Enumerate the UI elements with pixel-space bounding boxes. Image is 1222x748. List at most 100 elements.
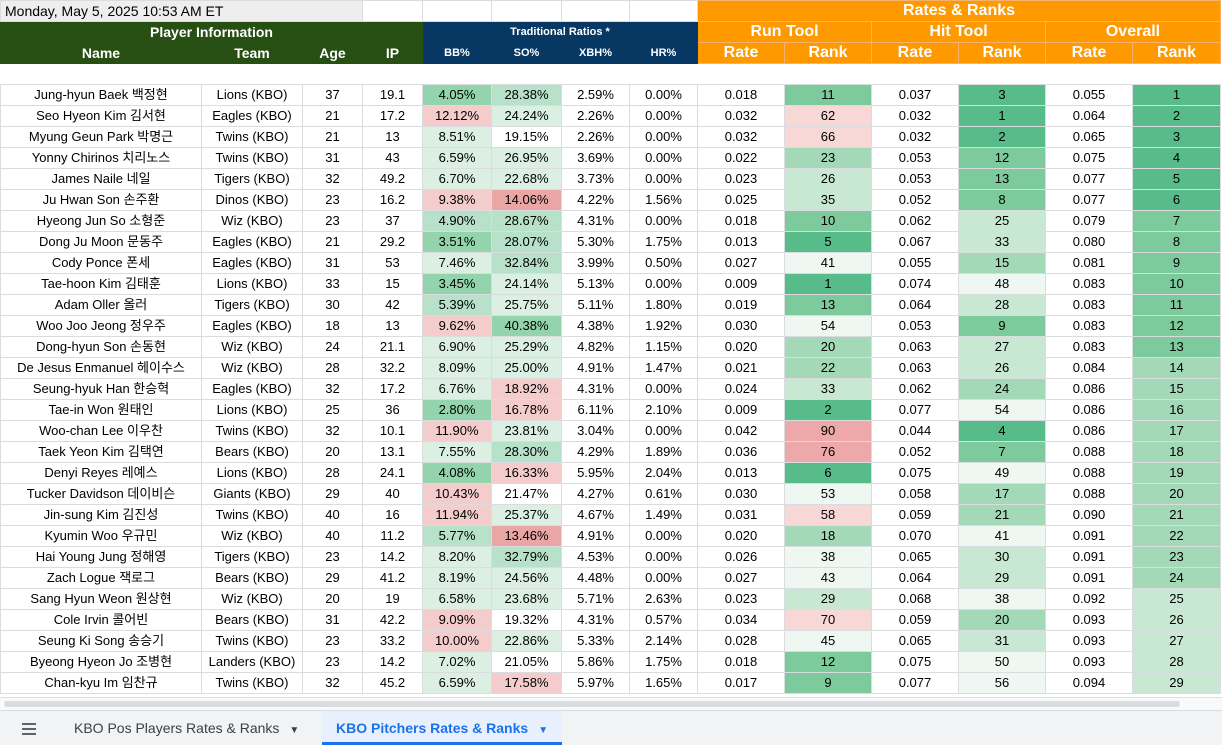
table-cell[interactable]: 0.084: [1045, 357, 1133, 379]
table-cell[interactable]: 3.04%: [561, 420, 630, 442]
empty-cell[interactable]: [422, 0, 492, 22]
table-cell[interactable]: 0.027: [697, 252, 785, 274]
table-cell[interactable]: 38: [958, 588, 1046, 610]
table-cell[interactable]: 11: [784, 84, 872, 106]
table-cell[interactable]: 0.094: [1045, 672, 1133, 694]
table-cell[interactable]: 4.31%: [561, 378, 630, 400]
table-cell[interactable]: 6.58%: [422, 588, 492, 610]
table-cell[interactable]: 1.75%: [629, 651, 698, 673]
table-cell[interactable]: 33: [958, 231, 1046, 253]
table-cell[interactable]: Hai Young Jung 정해영: [0, 546, 202, 568]
table-cell[interactable]: 53: [784, 483, 872, 505]
column-header[interactable]: XBH%: [561, 42, 630, 64]
table-cell[interactable]: 14.2: [362, 546, 423, 568]
table-cell[interactable]: Denyi Reyes 레예스: [0, 462, 202, 484]
table-cell[interactable]: 0.042: [697, 420, 785, 442]
table-cell[interactable]: Wiz (KBO): [201, 525, 303, 547]
table-cell[interactable]: 25: [302, 399, 363, 421]
table-cell[interactable]: 0.57%: [629, 609, 698, 631]
column-header[interactable]: Name: [0, 42, 202, 64]
table-cell[interactable]: 0.064: [1045, 105, 1133, 127]
table-cell[interactable]: 0.021: [697, 357, 785, 379]
table-cell[interactable]: 0.61%: [629, 483, 698, 505]
table-cell[interactable]: 28.30%: [491, 441, 562, 463]
table-cell[interactable]: De Jesus Enmanuel 헤이수스: [0, 357, 202, 379]
table-cell[interactable]: 19.1: [362, 84, 423, 106]
column-header[interactable]: SO%: [491, 42, 562, 64]
column-header[interactable]: Rank: [1132, 42, 1221, 64]
hamburger-menu-icon[interactable]: [14, 719, 44, 739]
table-cell[interactable]: 0.024: [697, 378, 785, 400]
table-cell[interactable]: 7: [958, 441, 1046, 463]
table-cell[interactable]: 9.62%: [422, 315, 492, 337]
table-cell[interactable]: Tucker Davidson 데이비슨: [0, 483, 202, 505]
table-cell[interactable]: 0.022: [697, 147, 785, 169]
table-cell[interactable]: 32.79%: [491, 546, 562, 568]
table-cell[interactable]: 30: [302, 294, 363, 316]
table-cell[interactable]: 0.053: [871, 168, 959, 190]
table-cell[interactable]: 0.023: [697, 168, 785, 190]
table-cell[interactable]: 0.055: [871, 252, 959, 274]
table-cell[interactable]: 6.59%: [422, 672, 492, 694]
table-cell[interactable]: 25.37%: [491, 504, 562, 526]
table-cell[interactable]: 12.12%: [422, 105, 492, 127]
table-cell[interactable]: 0.009: [697, 273, 785, 295]
table-cell[interactable]: 16.78%: [491, 399, 562, 421]
table-cell[interactable]: Tigers (KBO): [201, 168, 303, 190]
table-cell[interactable]: 0.019: [697, 294, 785, 316]
table-cell[interactable]: 8: [958, 189, 1046, 211]
table-cell[interactable]: 1.15%: [629, 336, 698, 358]
table-cell[interactable]: 5.11%: [561, 294, 630, 316]
table-cell[interactable]: 0.020: [697, 336, 785, 358]
table-cell[interactable]: 24: [958, 378, 1046, 400]
table-cell[interactable]: 6: [1132, 189, 1221, 211]
table-cell[interactable]: 0.093: [1045, 609, 1133, 631]
table-cell[interactable]: Twins (KBO): [201, 630, 303, 652]
table-cell[interactable]: Tigers (KBO): [201, 546, 303, 568]
table-cell[interactable]: 0.083: [1045, 294, 1133, 316]
table-cell[interactable]: 17.2: [362, 378, 423, 400]
table-cell[interactable]: 41: [784, 252, 872, 274]
table-cell[interactable]: 0.081: [1045, 252, 1133, 274]
hit-tool-header[interactable]: Hit Tool: [871, 21, 1046, 43]
table-cell[interactable]: 32.84%: [491, 252, 562, 274]
table-cell[interactable]: 0.018: [697, 651, 785, 673]
table-cell[interactable]: 9.09%: [422, 609, 492, 631]
table-cell[interactable]: 41.2: [362, 567, 423, 589]
table-cell[interactable]: 5.30%: [561, 231, 630, 253]
table-cell[interactable]: 20: [784, 336, 872, 358]
table-cell[interactable]: 8: [1132, 231, 1221, 253]
table-cell[interactable]: 2.59%: [561, 84, 630, 106]
table-cell[interactable]: 3.51%: [422, 231, 492, 253]
table-cell[interactable]: 0.058: [871, 483, 959, 505]
table-cell[interactable]: 3.73%: [561, 168, 630, 190]
table-cell[interactable]: 53: [362, 252, 423, 274]
table-cell[interactable]: 3: [958, 84, 1046, 106]
table-cell[interactable]: 27: [1132, 630, 1221, 652]
table-cell[interactable]: 0.093: [1045, 630, 1133, 652]
table-cell[interactable]: 24.1: [362, 462, 423, 484]
empty-cell[interactable]: [491, 0, 562, 22]
table-cell[interactable]: 20: [1132, 483, 1221, 505]
table-cell[interactable]: 14: [1132, 357, 1221, 379]
table-cell[interactable]: 1: [1132, 84, 1221, 106]
table-cell[interactable]: 0.031: [697, 504, 785, 526]
table-cell[interactable]: 5.97%: [561, 672, 630, 694]
table-cell[interactable]: 35: [784, 189, 872, 211]
table-cell[interactable]: 21: [1132, 504, 1221, 526]
table-cell[interactable]: Taek Yeon Kim 김택연: [0, 441, 202, 463]
table-cell[interactable]: 0.034: [697, 609, 785, 631]
table-cell[interactable]: 2.26%: [561, 105, 630, 127]
table-cell[interactable]: Tae-hoon Kim 김태훈: [0, 273, 202, 295]
table-cell[interactable]: 1.47%: [629, 357, 698, 379]
table-cell[interactable]: Dinos (KBO): [201, 189, 303, 211]
table-cell[interactable]: 0.063: [871, 357, 959, 379]
table-cell[interactable]: 28: [302, 462, 363, 484]
table-cell[interactable]: 42.2: [362, 609, 423, 631]
table-cell[interactable]: 7.02%: [422, 651, 492, 673]
table-cell[interactable]: 6.70%: [422, 168, 492, 190]
table-cell[interactable]: 0.50%: [629, 252, 698, 274]
table-cell[interactable]: 0.079: [1045, 210, 1133, 232]
table-cell[interactable]: 2.04%: [629, 462, 698, 484]
table-cell[interactable]: 22: [784, 357, 872, 379]
